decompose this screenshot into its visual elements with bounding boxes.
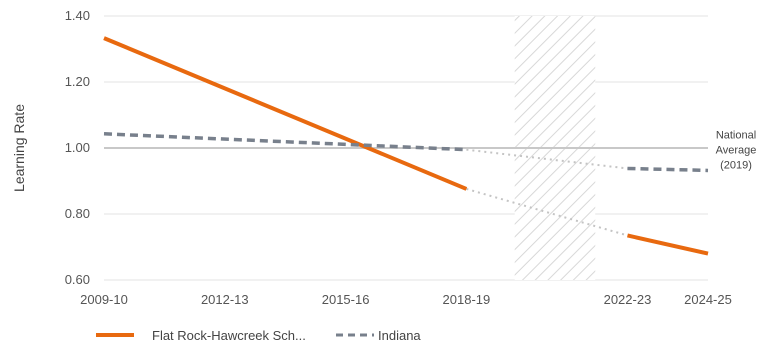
- series-1-segment-1: [627, 166, 709, 173]
- axis-ticks: 1.40 1.20 1.00 0.80 0.60 2009-10 2012-13 2015-1…: [65, 8, 732, 307]
- x-tick-label: 2009-10: [80, 292, 128, 307]
- legend: Flat Rock-Hawcreek Sch... Indiana: [96, 328, 421, 343]
- x-tick-label: 2018-19: [443, 292, 491, 307]
- y-tick-label: 1.40: [65, 8, 90, 23]
- national-average-label: National Average (2019): [716, 130, 757, 172]
- y-axis-title: Learning Rate: [11, 104, 27, 192]
- series-1-segment-0: [103, 132, 467, 152]
- y-tick-label: 0.60: [65, 272, 90, 287]
- legend-label-0: Flat Rock-Hawcreek Sch...: [152, 328, 306, 343]
- reference-label-line: Average: [716, 145, 757, 157]
- x-tick-label: 2012-13: [201, 292, 249, 307]
- x-tick-label: 2015-16: [322, 292, 370, 307]
- reference-label-line: (2019): [720, 160, 752, 172]
- series-lines: [103, 36, 709, 256]
- reference-label-line: National: [716, 130, 756, 142]
- series-0-projection-bridge: [466, 187, 628, 237]
- y-tick-label: 0.80: [65, 206, 90, 221]
- y-tick-label: 1.20: [65, 74, 90, 89]
- series-0-segment-0: [103, 36, 468, 191]
- y-tick-label: 1.00: [65, 140, 90, 155]
- series-0-segment-1: [627, 233, 709, 256]
- legend-label-1: Indiana: [378, 328, 421, 343]
- x-tick-label: 2024-25: [684, 292, 732, 307]
- x-tick-label: 2022-23: [604, 292, 652, 307]
